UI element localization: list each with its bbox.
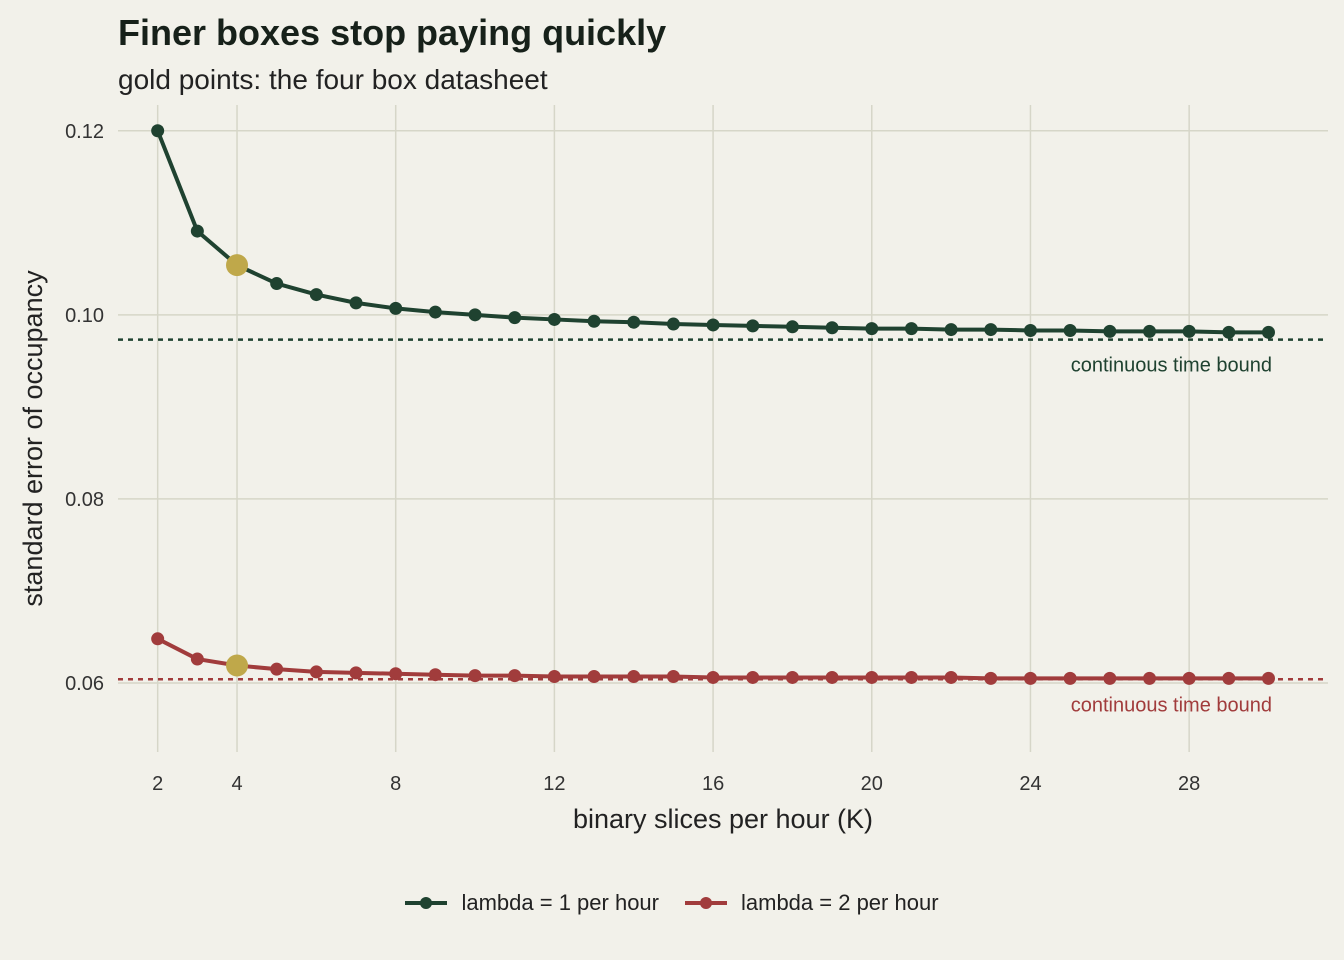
data-point-series-1 xyxy=(825,321,839,335)
data-point-series-2 xyxy=(944,670,958,684)
data-point-series-2 xyxy=(1103,671,1117,685)
data-point-series-1 xyxy=(785,320,799,334)
x-tick-label: 20 xyxy=(861,773,883,795)
data-point-series-2 xyxy=(389,667,403,681)
x-axis-title: binary slices per hour (K) xyxy=(573,804,873,834)
data-point-series-2 xyxy=(1261,671,1275,685)
data-point-series-1 xyxy=(309,288,323,302)
data-point-series-1 xyxy=(547,312,561,326)
data-point-series-2 xyxy=(547,670,561,684)
data-point-series-2 xyxy=(785,670,799,684)
data-point-series-1 xyxy=(389,301,403,315)
chart-title: Finer boxes stop paying quickly xyxy=(118,12,667,53)
data-point-series-2 xyxy=(666,670,680,684)
bound-label-series-1: continuous time bound xyxy=(1071,355,1272,377)
x-tick-label: 24 xyxy=(1019,773,1041,795)
data-point-series-2 xyxy=(865,670,879,684)
data-point-series-1 xyxy=(627,315,641,329)
legend-key-series-2 xyxy=(685,897,727,909)
data-point-series-1 xyxy=(349,296,363,310)
data-point-series-1 xyxy=(1103,324,1117,338)
data-point-series-2 xyxy=(309,665,323,679)
data-point-series-2 xyxy=(904,670,918,684)
data-point-series-2 xyxy=(825,670,839,684)
highlight-point-series-1 xyxy=(226,254,249,277)
data-point-series-2 xyxy=(1063,671,1077,685)
data-point-series-1 xyxy=(746,319,760,333)
legend-item-series-1: lambda = 1 per hour xyxy=(405,890,659,916)
data-point-series-2 xyxy=(190,652,204,666)
x-tick-label: 2 xyxy=(152,773,163,795)
x-tick-label: 16 xyxy=(702,773,724,795)
data-point-series-2 xyxy=(508,669,522,683)
data-point-series-1 xyxy=(706,318,720,332)
legend-label-series-1: lambda = 1 per hour xyxy=(461,890,659,915)
data-point-series-1 xyxy=(508,311,522,325)
legend-key-series-1 xyxy=(405,897,448,909)
data-point-series-1 xyxy=(1142,324,1156,338)
y-tick-label: 0.06 xyxy=(65,673,104,695)
x-tick-label: 4 xyxy=(231,773,242,795)
legend: lambda = 1 per hour lambda = 2 per hour xyxy=(0,890,1344,916)
data-point-series-2 xyxy=(349,666,363,680)
legend-label-series-2: lambda = 2 per hour xyxy=(741,890,939,915)
data-point-series-1 xyxy=(984,323,998,337)
x-tick-label: 8 xyxy=(390,773,401,795)
y-tick-label: 0.12 xyxy=(65,121,104,143)
data-point-series-2 xyxy=(587,670,601,684)
data-point-series-1 xyxy=(587,314,601,328)
data-point-series-1 xyxy=(904,322,918,336)
data-point-series-2 xyxy=(428,668,442,682)
data-point-series-1 xyxy=(428,305,442,319)
data-point-series-2 xyxy=(627,670,641,684)
data-point-series-1 xyxy=(1222,325,1236,339)
data-point-series-2 xyxy=(984,671,998,685)
data-point-series-2 xyxy=(1023,671,1037,685)
data-point-series-2 xyxy=(1142,671,1156,685)
data-point-series-1 xyxy=(1261,325,1275,339)
data-point-series-1 xyxy=(666,317,680,331)
highlight-point-series-2 xyxy=(226,654,249,677)
data-point-series-1 xyxy=(944,323,958,337)
data-point-series-1 xyxy=(190,224,204,238)
data-point-series-1 xyxy=(865,322,879,336)
y-tick-label: 0.08 xyxy=(65,489,104,511)
chart-subtitle: gold points: the four box datasheet xyxy=(118,64,548,95)
data-point-series-2 xyxy=(270,662,284,676)
data-point-series-2 xyxy=(746,670,760,684)
data-point-series-2 xyxy=(1222,671,1236,685)
data-point-series-2 xyxy=(468,669,482,683)
data-point-series-1 xyxy=(151,124,165,138)
data-point-series-1 xyxy=(270,277,284,291)
bound-label-series-2: continuous time bound xyxy=(1071,694,1272,716)
data-point-series-2 xyxy=(706,670,720,684)
y-axis-title: standard error of occupancy xyxy=(18,270,48,607)
data-point-series-1 xyxy=(1182,324,1196,338)
x-tick-label: 12 xyxy=(543,773,565,795)
data-point-series-1 xyxy=(1063,323,1077,337)
y-tick-label: 0.10 xyxy=(65,305,104,327)
data-point-series-2 xyxy=(1182,671,1196,685)
data-point-series-1 xyxy=(468,308,482,322)
data-point-series-1 xyxy=(1023,323,1037,337)
data-point-series-2 xyxy=(151,632,165,646)
x-tick-label: 28 xyxy=(1178,773,1200,795)
legend-item-series-2: lambda = 2 per hour xyxy=(685,890,939,916)
